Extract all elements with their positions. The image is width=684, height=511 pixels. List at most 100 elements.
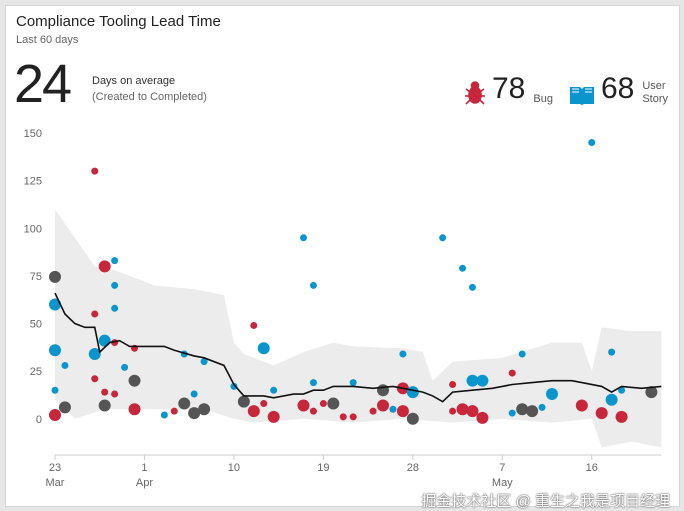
bug-point — [101, 388, 109, 396]
story-point — [300, 234, 307, 242]
bug-point — [615, 410, 628, 423]
bug-point — [170, 407, 178, 415]
story-point — [309, 281, 317, 289]
bug-point — [91, 310, 99, 318]
bug-point — [369, 407, 377, 415]
x-tick-label: 28 — [407, 462, 419, 474]
mixed-point — [58, 401, 71, 414]
mixed-point — [327, 397, 340, 410]
bug-label: Bug — [533, 93, 553, 105]
mixed-point — [98, 399, 111, 412]
x-tick-label: 10 — [228, 462, 240, 474]
y-tick-label: 75 — [30, 271, 42, 283]
average-days: 24 — [14, 54, 72, 114]
bug-point — [91, 375, 99, 383]
story-point — [605, 393, 618, 406]
story-point — [160, 411, 168, 419]
watermark: 掘金技术社区 @ 重生之我是项目经理 — [421, 493, 670, 510]
x-tick-label: 19 — [317, 462, 329, 474]
bug-point — [466, 405, 479, 418]
story-point — [98, 334, 111, 347]
mixed-point — [128, 374, 141, 387]
story-point — [476, 374, 489, 387]
story-point — [588, 139, 596, 147]
y-tick-label: 150 — [24, 128, 42, 140]
story-point — [111, 281, 119, 289]
story-point — [389, 405, 397, 413]
mixed-point — [188, 407, 201, 420]
story-point — [546, 388, 558, 401]
x-tick-month-label: May — [492, 477, 513, 489]
story-point — [111, 257, 119, 265]
story-point — [111, 304, 119, 312]
bug-point — [449, 381, 457, 389]
y-tick-label: 100 — [24, 223, 42, 235]
widget-subtitle: Last 60 days — [16, 34, 79, 46]
story-point — [49, 344, 61, 357]
bug-point — [91, 167, 99, 175]
story-point — [508, 409, 516, 417]
bug-point — [128, 403, 141, 416]
bug-count: 78 — [491, 72, 526, 105]
moving-average-line — [54, 292, 662, 403]
mixed-point — [198, 403, 211, 416]
story-point — [439, 234, 447, 242]
book-icon — [569, 87, 594, 105]
mixed-point — [406, 412, 419, 425]
story-point — [459, 264, 467, 272]
story-point — [49, 298, 61, 311]
story-count: 68 — [600, 72, 635, 105]
confidence-band — [55, 209, 662, 448]
bug-point — [309, 407, 317, 415]
average-sublabel: (Created to Completed) — [92, 91, 207, 103]
story-point — [466, 374, 479, 387]
mixed-point — [377, 384, 390, 397]
bug-point — [98, 260, 111, 273]
mixed-point — [645, 386, 658, 399]
x-tick-month-label: Apr — [136, 477, 153, 489]
bug-point — [297, 399, 310, 412]
story-label-line1: User — [642, 80, 666, 92]
story-point — [200, 358, 208, 366]
average-label: Days on average — [92, 75, 176, 87]
bug-point — [377, 399, 390, 412]
story-point — [618, 386, 626, 394]
bug-point — [396, 405, 409, 418]
story-point — [608, 348, 616, 356]
mixed-point — [237, 395, 250, 408]
story-point — [399, 350, 407, 358]
story-point — [468, 283, 476, 291]
bug-point — [595, 407, 608, 420]
story-point — [230, 382, 238, 390]
story-point — [309, 379, 317, 387]
bug-point — [575, 399, 588, 412]
bug-point — [267, 410, 280, 423]
bug-point — [508, 369, 516, 377]
story-point — [349, 379, 357, 387]
story-point — [406, 386, 419, 399]
lead-time-widget — [5, 5, 680, 507]
x-tick-month-label: Mar — [46, 477, 65, 489]
story-label: User Story — [642, 80, 668, 106]
x-tick-label: 16 — [586, 462, 598, 474]
story-point — [538, 403, 546, 411]
bug-point — [260, 400, 268, 408]
bug-point — [449, 407, 457, 415]
y-tick-label: 0 — [36, 414, 42, 426]
bug-point — [476, 411, 489, 424]
story-point — [51, 386, 59, 394]
story-point — [121, 363, 129, 371]
bug-point — [250, 321, 258, 329]
bug-point — [339, 413, 347, 421]
bug-point — [247, 405, 260, 418]
bug-icon — [464, 81, 485, 105]
story-point — [257, 342, 270, 355]
widget-title[interactable]: Compliance Tooling Lead Time — [16, 13, 221, 30]
story-point — [190, 390, 198, 398]
y-tick-label: 25 — [30, 366, 42, 378]
x-tick-label: 23 — [49, 462, 61, 474]
bug-point — [456, 403, 469, 416]
bug-point — [111, 390, 119, 398]
y-tick-label: 50 — [30, 319, 42, 331]
